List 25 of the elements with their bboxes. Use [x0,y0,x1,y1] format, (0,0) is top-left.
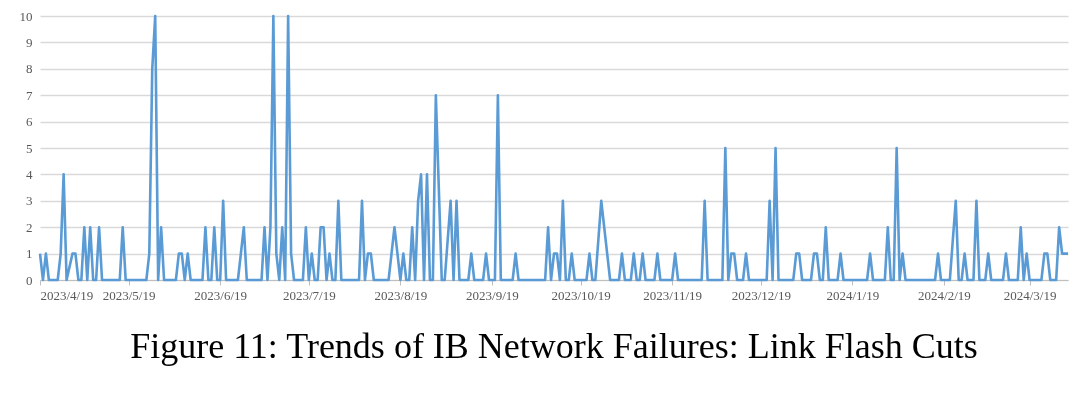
y-tick-label: 1 [26,246,33,262]
x-tick-label: 2024/2/19 [918,287,971,303]
y-tick-label: 3 [26,193,33,209]
text: Figure 11: Trends of IB Network Failures: Link Flash Cuts [130,326,978,366]
x-tick-label: 2023/6/19 [194,287,248,303]
y-tick-label: 10 [19,8,33,24]
x-tick-label: 2023/10/19 [551,287,611,303]
y-tick-label: 5 [26,140,33,156]
y-tick-label: 8 [26,61,33,77]
line-series [38,14,1070,282]
x-tick-label: 2023/9/19 [466,287,519,303]
x-tick-label: 2023/12/19 [731,287,791,303]
y-tick-label: 6 [26,114,33,130]
x-tick-label: 2024/1/19 [826,287,880,303]
y-tick-label: 0 [26,272,33,288]
x-tick-label: 2023/11/19 [643,287,703,303]
y-tick-label: 7 [26,87,33,103]
x-tick-label: 2024/3/19 [1003,287,1057,303]
x-tick-label: 2023/4/19 [40,287,94,303]
x-tick-label: 2023/8/19 [374,287,428,303]
x-tick-label: 2023/5/19 [102,287,156,303]
y-tick-label: 9 [26,34,33,50]
x-tick-label: 2023/7/19 [282,287,336,303]
y-tick-label: 4 [26,166,33,182]
y-tick-label: 2 [26,219,33,235]
